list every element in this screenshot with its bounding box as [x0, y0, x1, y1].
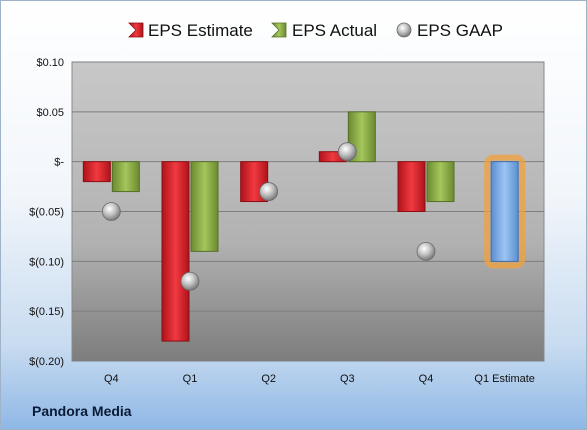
x-tick-label: Q4 — [419, 373, 434, 385]
x-tick-label: Q4 — [104, 373, 119, 385]
y-tick-label: $(0.10) — [29, 256, 64, 268]
legend-swatch-eps-actual — [271, 22, 287, 38]
y-tick-label: $(0.20) — [29, 356, 64, 368]
y-tick-label: $0.10 — [36, 57, 64, 69]
x-tick-label: Q1 Estimate — [474, 373, 535, 385]
bar-eps-actual — [426, 161, 455, 203]
y-tick-label: $(0.05) — [29, 207, 64, 219]
x-tick-label: Q3 — [340, 373, 355, 385]
y-tick-label: $(0.15) — [29, 306, 64, 318]
bar-eps-estimate — [161, 161, 190, 342]
legend-swatch-eps-estimate — [128, 22, 144, 38]
company-name: Pandora Media — [32, 403, 132, 419]
x-tick-label: Q1 — [183, 373, 198, 385]
bar-eps-actual — [190, 161, 219, 252]
point-eps-gaap — [180, 271, 200, 291]
legend-label-eps-estimate: EPS Estimate — [148, 21, 253, 40]
legend-item-eps-actual: EPS Actual — [271, 21, 377, 40]
y-tick-label: $- — [54, 157, 64, 169]
legend-label-eps-gaap: EPS GAAP — [417, 21, 503, 40]
point-eps-gaap — [337, 142, 357, 162]
bar-eps-estimate — [82, 161, 111, 183]
legend-label-eps-actual: EPS Actual — [292, 21, 377, 40]
bar-eps-estimate — [397, 161, 426, 213]
legend-item-eps-gaap: EPS GAAP — [396, 21, 503, 40]
plot-area: $0.10 $0.05 $- $(0.05) $(0.10) $(0.15) $(0.20)… — [29, 57, 545, 385]
bar-q1-estimate — [490, 161, 519, 262]
legend: EPS Estimate EPS Actual EPS GAAP — [128, 21, 503, 40]
bar-eps-actual — [111, 161, 140, 193]
legend-item-eps-estimate: EPS Estimate — [128, 21, 253, 40]
point-eps-gaap — [416, 241, 436, 261]
x-tick-label: Q2 — [261, 373, 276, 385]
legend-swatch-eps-gaap — [396, 22, 412, 38]
point-eps-gaap — [259, 182, 279, 201]
y-tick-label: $0.05 — [36, 107, 64, 119]
highlight-glow — [484, 154, 526, 269]
point-eps-gaap — [101, 202, 121, 221]
